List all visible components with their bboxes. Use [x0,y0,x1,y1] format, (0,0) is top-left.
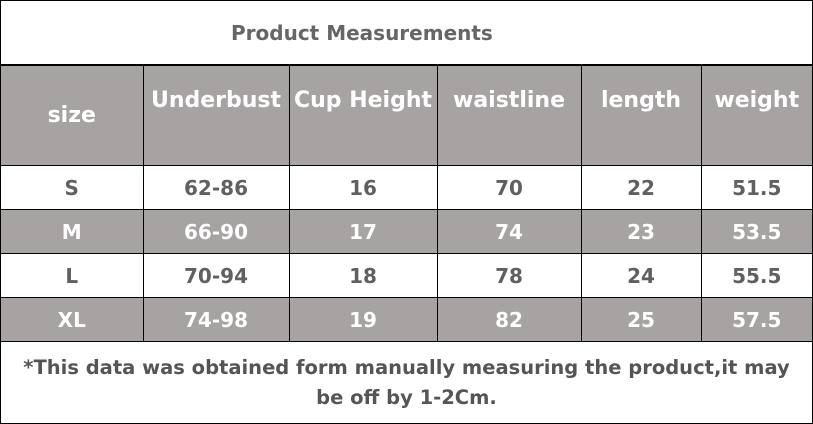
table-cell-cup-height: 18 [288,253,438,298]
table-cell-length: 24 [580,253,702,298]
table-cell-length: 22 [580,165,702,210]
table-cell-underbust: 62-86 [142,165,290,210]
table-cell-length: 25 [580,297,702,342]
table-cell-waistline: 82 [436,297,582,342]
footnote: *This data was obtained form manually me… [23,356,790,409]
header-size: size [1,65,144,166]
header-cup-height: Cup Height [288,65,438,166]
header-row: size Underbust Cup Height waistline leng… [1,65,812,166]
table-cell-weight: 51.5 [700,165,812,210]
table-cell-weight: 57.5 [700,297,812,342]
table-row: S 62-86 16 70 22 51.5 [1,165,812,210]
table-cell-size: S [1,165,144,210]
table-cell-underbust: 70-94 [142,253,290,298]
table-cell-underbust: 74-98 [142,297,290,342]
table-cell-waistline: 78 [436,253,582,298]
table-cell-cup-height: 16 [288,165,438,210]
table-row: XL 74-98 19 82 25 57.5 [1,297,812,342]
chart-title: Product Measurements [1,1,812,65]
header-underbust: Underbust [142,65,290,166]
table-cell-size: M [1,209,144,254]
table-cell-weight: 53.5 [700,209,812,254]
table-cell-weight: 55.5 [700,253,812,298]
table-cell-length: 23 [580,209,702,254]
table-cell-waistline: 70 [436,165,582,210]
table-cell-size: XL [1,297,144,342]
table-cell-cup-height: 17 [288,209,438,254]
table-cell-waistline: 74 [436,209,582,254]
table-cell-underbust: 66-90 [142,209,290,254]
table-row: M 66-90 17 74 23 53.5 [1,209,812,254]
table-cell-size: L [1,253,144,298]
measurement-table: size Underbust Cup Height waistline leng… [1,65,812,342]
header-waistline: waistline [436,65,582,166]
header-length: length [580,65,702,166]
table-cell-cup-height: 19 [288,297,438,342]
header-weight: weight [700,65,812,166]
table-row: L 70-94 18 78 24 55.5 [1,253,812,298]
